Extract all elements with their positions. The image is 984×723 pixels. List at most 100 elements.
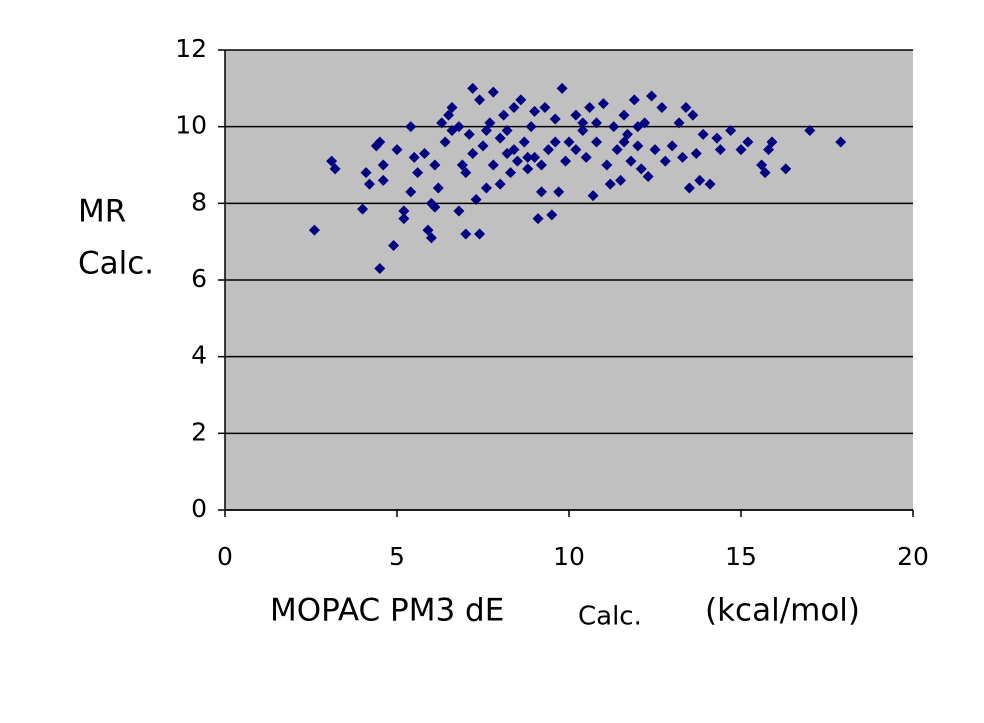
point bbox=[487, 86, 499, 98]
x-tick-label: 15 bbox=[725, 542, 757, 571]
point bbox=[405, 121, 417, 133]
point bbox=[398, 205, 410, 217]
point bbox=[697, 128, 709, 140]
x-tick-label: 20 bbox=[897, 542, 929, 571]
point bbox=[477, 140, 489, 152]
point bbox=[508, 102, 520, 113]
point bbox=[632, 140, 644, 152]
point bbox=[429, 159, 441, 171]
point bbox=[556, 82, 568, 94]
point bbox=[604, 178, 616, 190]
point bbox=[484, 117, 496, 129]
point bbox=[535, 186, 547, 198]
point bbox=[742, 136, 754, 148]
x-tick-label: 0 bbox=[217, 542, 233, 571]
point bbox=[326, 155, 338, 167]
point bbox=[446, 102, 458, 113]
point bbox=[615, 174, 627, 186]
point bbox=[398, 213, 410, 225]
point bbox=[436, 117, 448, 129]
y-axis-title: MR bbox=[78, 194, 126, 230]
point bbox=[539, 102, 551, 113]
point bbox=[308, 224, 320, 236]
point bbox=[618, 136, 630, 148]
point bbox=[584, 102, 596, 113]
point bbox=[480, 125, 492, 136]
point bbox=[480, 182, 492, 194]
point bbox=[377, 159, 389, 171]
point bbox=[388, 240, 400, 251]
point bbox=[646, 90, 658, 102]
point bbox=[597, 98, 609, 110]
x-axis-title: Calc. bbox=[578, 602, 642, 632]
point bbox=[460, 167, 472, 179]
point bbox=[425, 232, 437, 244]
point bbox=[735, 144, 747, 156]
point bbox=[549, 113, 561, 125]
point bbox=[553, 186, 565, 198]
point bbox=[357, 203, 369, 215]
point bbox=[498, 109, 510, 121]
point bbox=[467, 82, 479, 94]
point bbox=[374, 263, 386, 274]
y-tick-label: 2 bbox=[191, 417, 207, 446]
point bbox=[687, 109, 699, 121]
point bbox=[422, 224, 434, 236]
point bbox=[405, 186, 417, 198]
point bbox=[611, 144, 623, 156]
point bbox=[673, 117, 685, 129]
point bbox=[329, 163, 341, 175]
point bbox=[649, 144, 661, 156]
point bbox=[467, 148, 479, 159]
point bbox=[618, 109, 630, 121]
y-tick-label: 10 bbox=[175, 111, 207, 140]
point bbox=[419, 148, 431, 159]
point bbox=[456, 159, 468, 171]
point bbox=[377, 174, 389, 186]
point bbox=[677, 151, 689, 163]
point bbox=[522, 151, 534, 163]
point bbox=[460, 228, 472, 240]
point bbox=[546, 209, 558, 221]
point bbox=[625, 155, 637, 167]
point bbox=[804, 125, 816, 136]
point bbox=[835, 136, 847, 148]
point bbox=[690, 148, 702, 159]
y-axis-title: Calc. bbox=[78, 246, 154, 282]
point bbox=[635, 163, 647, 175]
point bbox=[656, 102, 668, 113]
point bbox=[577, 117, 589, 129]
point bbox=[391, 144, 403, 156]
point bbox=[463, 128, 475, 140]
point bbox=[759, 167, 771, 179]
point bbox=[780, 163, 792, 175]
point bbox=[763, 144, 775, 156]
point bbox=[474, 94, 486, 106]
point bbox=[683, 182, 695, 194]
point bbox=[501, 125, 513, 136]
point bbox=[508, 144, 520, 156]
point bbox=[494, 132, 506, 144]
y-tick-label: 6 bbox=[191, 264, 207, 293]
point bbox=[725, 125, 737, 136]
point bbox=[570, 109, 582, 121]
point bbox=[608, 121, 620, 133]
point bbox=[680, 102, 692, 113]
point bbox=[505, 167, 517, 179]
point bbox=[494, 178, 506, 190]
point bbox=[766, 136, 778, 148]
point bbox=[628, 94, 640, 106]
point bbox=[453, 205, 465, 217]
point bbox=[429, 201, 441, 213]
point bbox=[570, 144, 582, 156]
point bbox=[511, 155, 523, 167]
point bbox=[439, 136, 451, 148]
x-tick-label: 10 bbox=[553, 542, 585, 571]
point bbox=[529, 105, 541, 117]
point bbox=[580, 151, 592, 163]
point bbox=[756, 159, 768, 171]
point bbox=[577, 125, 589, 136]
y-tick-label: 4 bbox=[191, 341, 207, 370]
point bbox=[432, 182, 444, 194]
